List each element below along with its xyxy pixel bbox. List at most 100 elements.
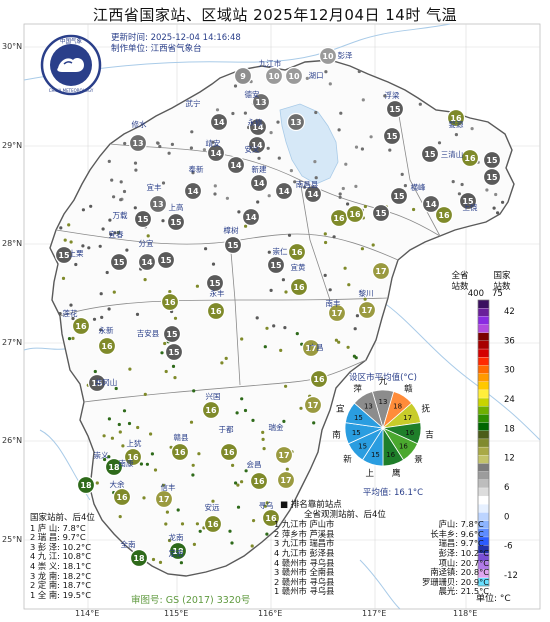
station-bubble: 16 xyxy=(289,277,309,297)
station-circle xyxy=(129,548,149,568)
lat-label-29: 29°N xyxy=(2,141,23,150)
station-bubble: 16 xyxy=(206,301,226,321)
station-value: 17 xyxy=(305,344,316,353)
legend-title-nat-line: 站数 xyxy=(493,282,511,292)
station-dot xyxy=(403,184,407,188)
station-dot xyxy=(110,178,114,182)
station-value: 14 xyxy=(425,200,437,209)
station-dot xyxy=(283,326,287,330)
station-value: 17 xyxy=(375,267,386,276)
city-label: 德安 xyxy=(245,89,260,99)
city-label: 安义 xyxy=(245,144,260,154)
rank-cell: 21.5°C xyxy=(458,586,490,597)
station-circle xyxy=(166,212,186,232)
station-bubble: 15 xyxy=(385,99,405,119)
legend-swatch xyxy=(477,299,490,309)
station-circle xyxy=(226,155,246,175)
station-dot xyxy=(360,147,364,151)
station-circle xyxy=(287,242,307,262)
city-label: 信丰 xyxy=(161,482,176,492)
station-dot xyxy=(58,312,62,316)
average-sector-value: 15 xyxy=(352,429,361,437)
legend-unit: 单位: °C xyxy=(476,594,511,604)
station-value: 13 xyxy=(255,98,266,107)
stations-layer: 9 10 1010131414131513141414141615151516151… xyxy=(54,46,505,568)
station-dot xyxy=(139,462,143,466)
station-dot xyxy=(237,210,241,214)
legend-swatch xyxy=(477,455,490,464)
legend-tick: 30 xyxy=(504,366,515,376)
average-sector-value: 15 xyxy=(354,414,363,422)
station-value: 16 xyxy=(210,307,222,316)
station-circle xyxy=(87,373,107,393)
station-dot xyxy=(146,234,150,238)
station-circle xyxy=(421,194,441,214)
station-dot xyxy=(240,337,244,341)
rank-cell: 晨光: xyxy=(438,586,458,597)
station-dot xyxy=(312,421,316,425)
rank-table-province-title: 排名靠前站点 xyxy=(290,500,342,510)
city-boundaries xyxy=(55,109,441,403)
city-label: 定南 xyxy=(169,548,184,558)
station-bubble: 13 xyxy=(286,112,306,132)
station-bubble: 16 xyxy=(460,148,480,168)
station-bubble: 16 xyxy=(219,442,239,462)
station-dot xyxy=(324,70,328,74)
station-dot xyxy=(93,369,97,374)
station-circle xyxy=(133,209,153,229)
station-circle xyxy=(249,173,269,193)
station-dot xyxy=(107,455,111,459)
station-bubble: 14 xyxy=(274,181,294,201)
legend-tick: 18 xyxy=(504,424,515,434)
station-bubble: 14 xyxy=(421,194,441,214)
station-dot xyxy=(272,324,276,328)
station-dot xyxy=(501,200,505,204)
station-value: 14 xyxy=(307,190,319,199)
station-dot xyxy=(240,480,244,484)
station-dot xyxy=(204,247,208,251)
rank-cell: 10.2°C xyxy=(458,547,490,558)
average-sector-label: 上 xyxy=(366,469,375,479)
legend-swatch xyxy=(477,406,490,415)
station-dot xyxy=(118,515,122,519)
station-dot xyxy=(244,469,248,473)
station-dot xyxy=(338,195,342,199)
station-circle xyxy=(327,303,347,323)
rank-row: 1 赣州市 寻乌县 晨光: 21.5°C xyxy=(274,587,522,597)
station-dot xyxy=(293,180,297,184)
rank-cell: 庐山: xyxy=(438,519,458,530)
station-value: 15 xyxy=(375,209,387,218)
station-dot xyxy=(233,84,238,88)
station-dot xyxy=(156,141,160,145)
station-dot xyxy=(328,82,332,86)
station-dot xyxy=(121,444,125,448)
station-bubble: 15 xyxy=(420,144,440,164)
station-value: 15 xyxy=(137,215,149,224)
station-dot xyxy=(107,417,111,421)
station-circle xyxy=(301,338,321,358)
station-value: 10 xyxy=(322,52,334,61)
station-bubble: 10 xyxy=(264,66,284,86)
city-label: 于都 xyxy=(219,425,234,434)
station-value: 16 xyxy=(291,248,303,257)
station-dot xyxy=(192,389,196,393)
station-circle xyxy=(460,148,480,168)
station-bubble: 14 xyxy=(248,117,268,137)
station-dot xyxy=(151,557,156,562)
city-label: 黎川 xyxy=(359,288,374,298)
average-sector-label: 宜 xyxy=(336,404,345,415)
station-bubble: 16 xyxy=(112,487,132,507)
city-label: 安远 xyxy=(205,502,220,512)
average-sector-value: 16 xyxy=(399,443,408,451)
station-dot xyxy=(127,421,132,426)
station-dot xyxy=(180,522,185,526)
station-circle xyxy=(137,252,157,272)
rank-row: 4 赣州市 寻乌县 项山: 20.7°C xyxy=(274,558,522,569)
city-label: 横峰 xyxy=(411,182,426,192)
average-sector-label: 九 xyxy=(379,377,388,387)
legend-tick: 0 xyxy=(504,512,509,522)
legend-title-nat-line: 国家 xyxy=(493,271,511,281)
rank-cell: 2 萍乡市 芦溪县 xyxy=(274,528,335,539)
station-dot xyxy=(69,303,73,307)
station-dot xyxy=(289,169,293,173)
